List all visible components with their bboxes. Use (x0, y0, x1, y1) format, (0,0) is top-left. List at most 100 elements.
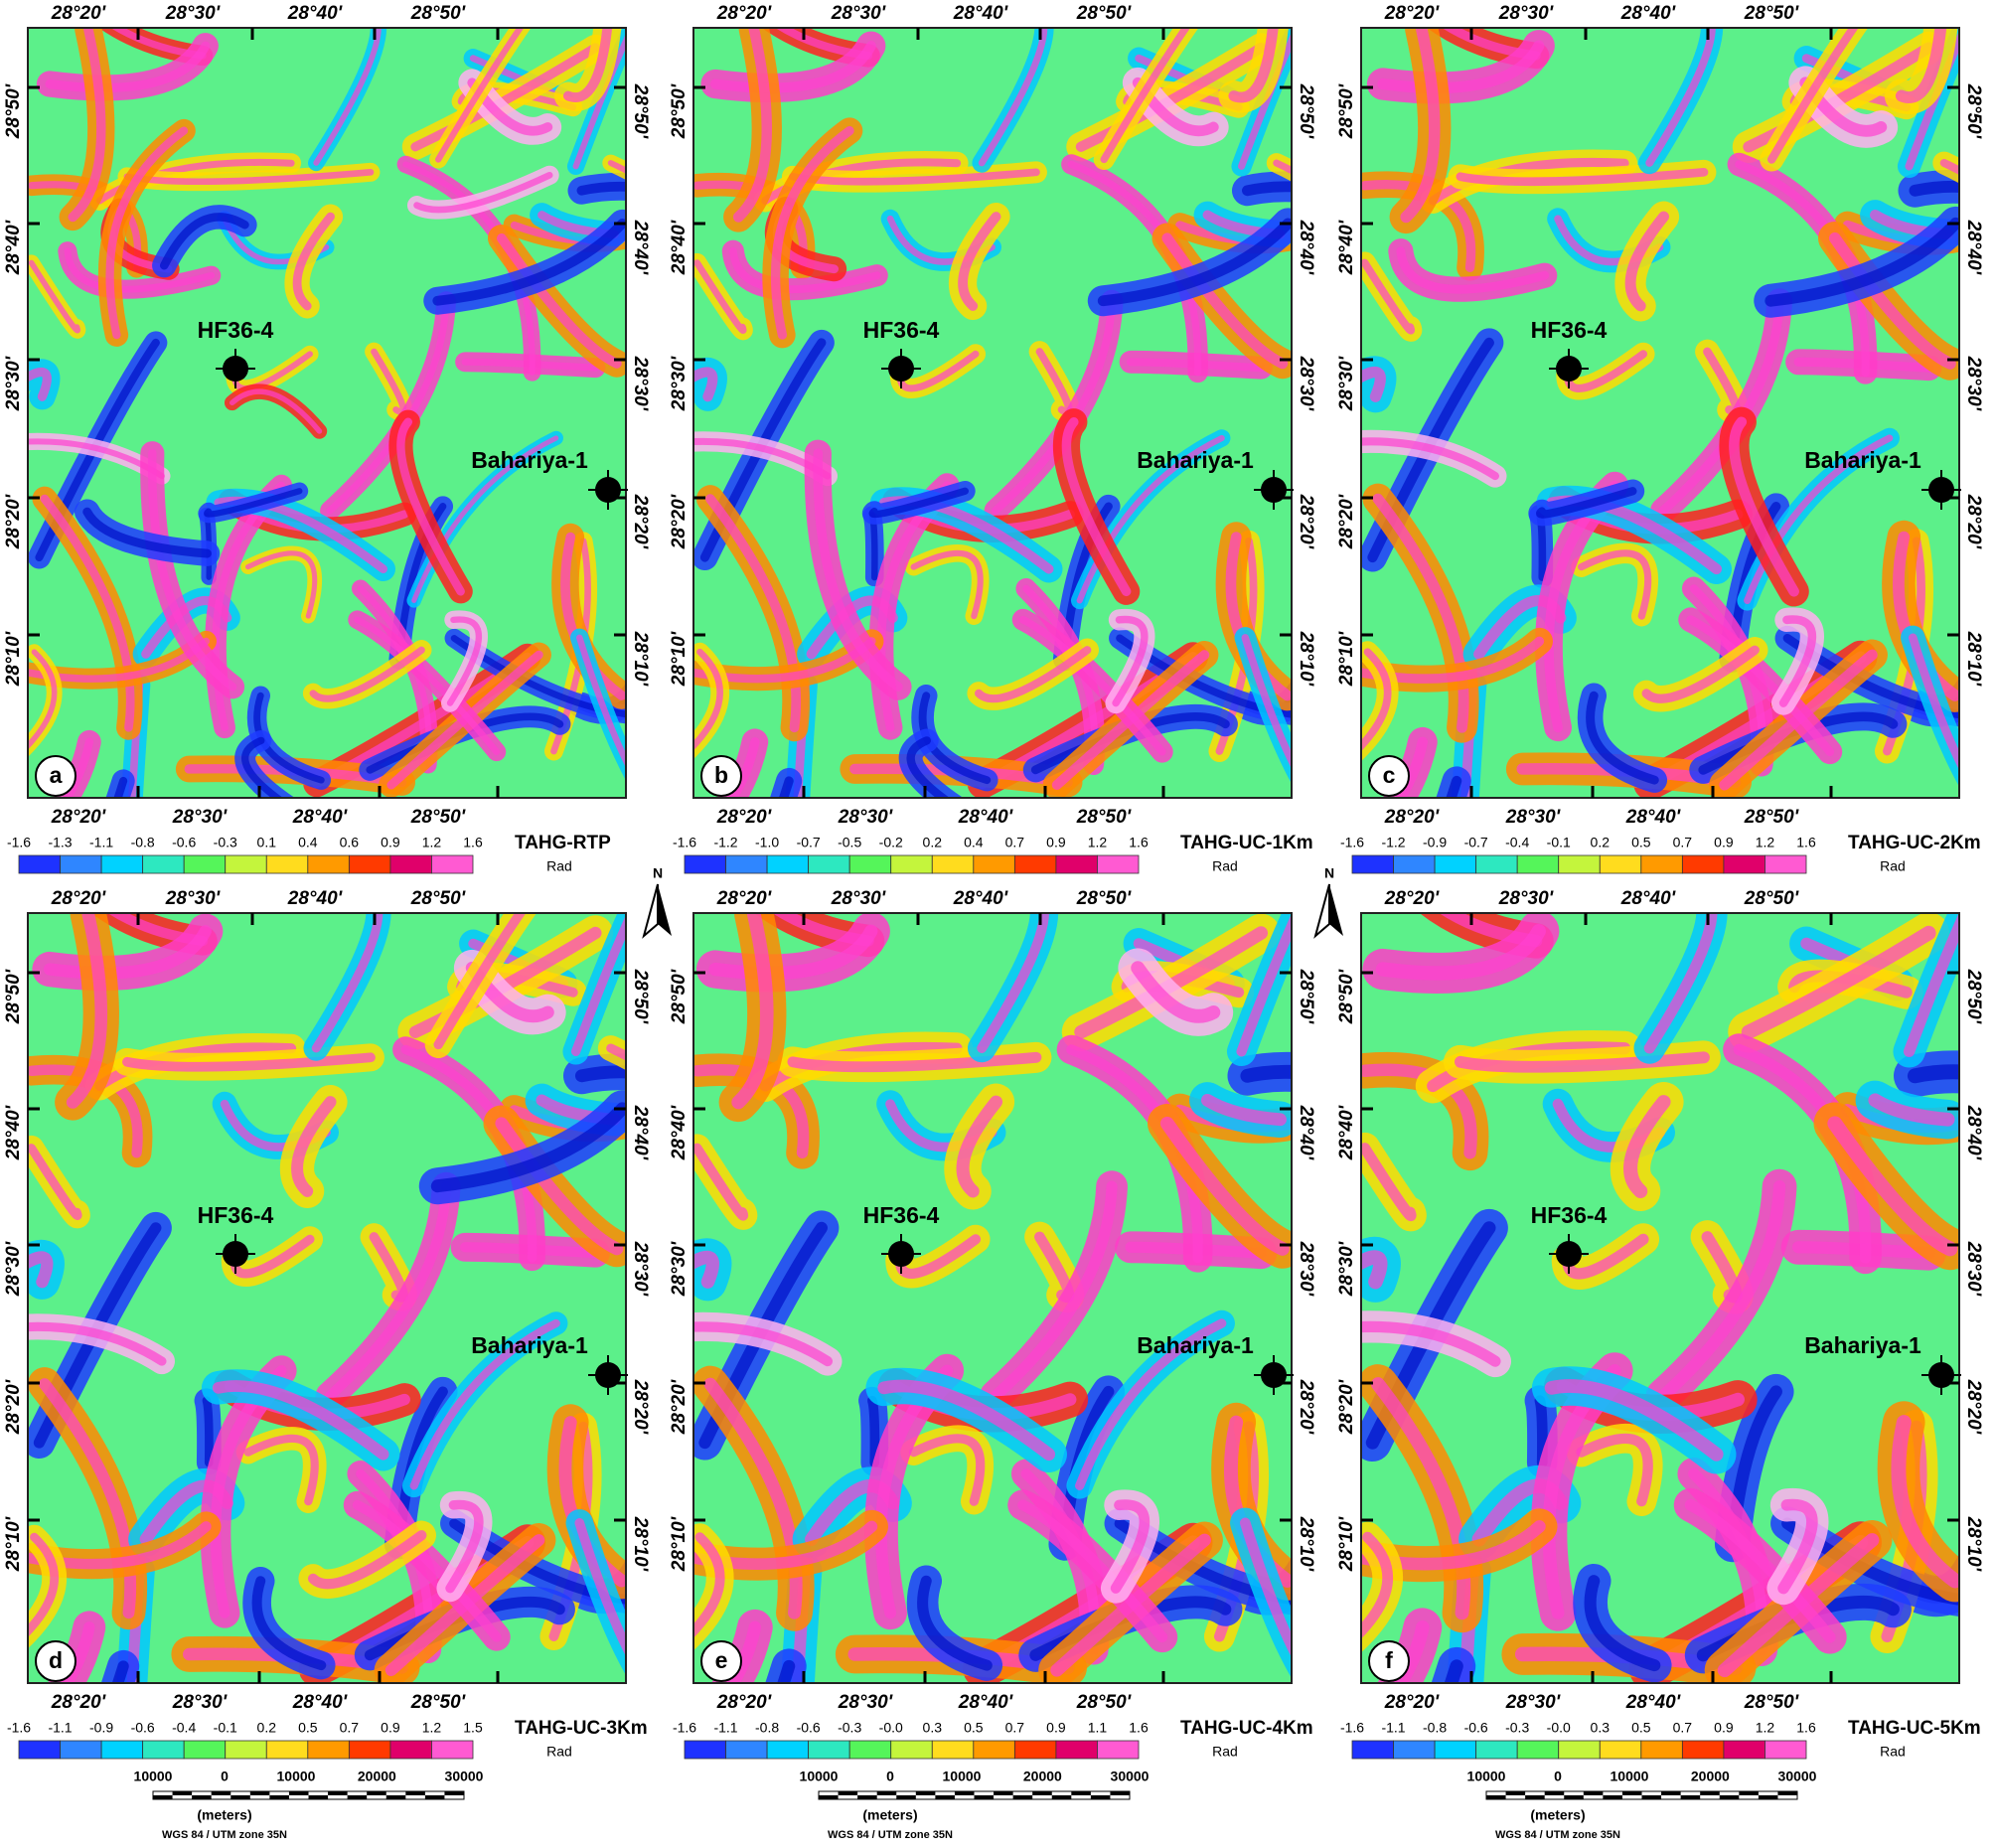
anomaly-core (1110, 1499, 1151, 1594)
lat-label: 28°30' (669, 1240, 690, 1297)
lat-label: 28°50' (1336, 82, 1357, 139)
panel-letter-badge (1368, 755, 1410, 797)
lon-label: 28°20' (1384, 1692, 1441, 1713)
anomaly-core (1909, 180, 1959, 197)
lon-label: 28°20' (716, 807, 773, 828)
colorbar-swatch (766, 854, 810, 874)
lon-label: 28°20' (51, 3, 107, 24)
map-texture (693, 913, 1292, 1683)
anomaly-core (28, 637, 211, 683)
anomaly-core (311, 913, 384, 1053)
scale-segment (367, 1791, 386, 1795)
panel-title: TAHG-UC-4Km (1180, 1718, 1313, 1739)
anomaly-core (212, 1380, 389, 1461)
lon-label: 28°50' (1076, 3, 1133, 24)
colorbar-swatch (1055, 1740, 1098, 1760)
anomaly-core (1828, 231, 1956, 370)
lon-label: 28°20' (1384, 888, 1441, 909)
well-symbol (595, 1362, 621, 1388)
colorbar-label: -0.2 (879, 835, 903, 850)
colorbar-swatch (973, 854, 1015, 874)
anomaly-core (371, 348, 407, 415)
colorbar-label: -0.6 (131, 1720, 155, 1736)
anomaly-core (1377, 40, 1545, 94)
colorbar-swatch (225, 854, 267, 874)
colorbar-label: 1.6 (1796, 835, 1816, 850)
anomaly-core (1242, 181, 1292, 197)
scale-label: 0 (1554, 1769, 1562, 1784)
scale-segment (1758, 1795, 1778, 1799)
anomaly-core (1544, 1379, 1724, 1462)
colorbar-swatch (1013, 1740, 1057, 1760)
anomaly-core (1777, 1498, 1818, 1595)
lon-label: 28°30' (831, 3, 887, 24)
anomaly-core (910, 549, 984, 620)
anomaly-core (1717, 1533, 1880, 1678)
north-arrow (1313, 883, 1330, 939)
scale-outline (1485, 1790, 1798, 1800)
anomaly-core (496, 232, 622, 369)
north-label: N (653, 865, 663, 881)
anomaly-core (1225, 532, 1292, 701)
anomaly-core (1645, 28, 1716, 167)
anomaly-core (917, 1575, 993, 1671)
anomaly-core (28, 259, 80, 334)
lon-label: 28°30' (838, 807, 894, 828)
colorbar-label: 0.5 (298, 1720, 318, 1736)
colorbar-swatch (1055, 854, 1098, 874)
scale-segment (1110, 1791, 1130, 1795)
anomaly-core (1361, 366, 1386, 402)
colorbar-swatch (848, 854, 892, 874)
anomaly-core (1656, 1180, 1786, 1403)
lat-label: 28°20' (3, 1378, 24, 1435)
panel: 28°20' 28°20' 28°30' 28°30' 28°40' 28°40' 28°5… (669, 3, 1316, 874)
anomaly-core (908, 1434, 986, 1506)
anomaly-core (731, 913, 774, 1110)
panel-letter: b (714, 762, 728, 788)
colorbar-swatch (1765, 1740, 1807, 1760)
lon-label: 28°40' (1620, 888, 1677, 909)
lat-label: 28°20' (1336, 1378, 1357, 1435)
colorbar-swatch (890, 1740, 933, 1760)
anomaly-core (1030, 711, 1230, 775)
anomaly-core (122, 1052, 376, 1072)
anomaly-core (45, 41, 211, 93)
lon-label: 28°40' (953, 3, 1009, 24)
lat-label: 28°10' (3, 630, 24, 687)
anomaly-core (1375, 923, 1546, 981)
lon-label: 28°30' (1498, 888, 1555, 909)
scale-label: 0 (886, 1769, 894, 1784)
lat-label: 28°50' (630, 83, 651, 140)
colorbar-label: -1.0 (755, 835, 779, 850)
anomaly-core (1729, 416, 1799, 597)
colorbar-label: 0.2 (923, 835, 943, 850)
anomaly-core (562, 28, 613, 102)
lat-label: 28°10' (1336, 630, 1357, 687)
colorbar-swatch (265, 854, 309, 874)
map-frame (692, 912, 1293, 1684)
colorbar-swatch (725, 854, 768, 874)
scale-label: 10000 (1467, 1769, 1506, 1784)
colorbar-label: 0.2 (257, 1720, 277, 1736)
colorbar-label: -0.8 (1423, 1720, 1447, 1736)
colorbar-label: 1.6 (463, 835, 483, 850)
anomaly-core (433, 913, 527, 1050)
colorbar-swatch (973, 1740, 1015, 1760)
lat-label: 28°40' (1296, 220, 1316, 276)
well-symbol (1556, 356, 1582, 382)
anomaly-core (1076, 434, 1225, 604)
scale-segment (1090, 1795, 1111, 1799)
lon-label: 28°40' (958, 1692, 1014, 1713)
lat-label: 28°30' (630, 356, 651, 412)
anomaly-core (38, 1378, 137, 1619)
anomaly-core (1061, 416, 1132, 597)
scale-segment (1544, 1791, 1565, 1795)
well-label: Bahariya-1 (1137, 1332, 1254, 1358)
colorbar-swatch (1393, 1740, 1436, 1760)
scale-segment (172, 1791, 193, 1795)
scale-segment (211, 1791, 231, 1795)
map-frame (1360, 27, 1960, 799)
colorbar-swatch (1558, 854, 1601, 874)
scale-label: 30000 (445, 1769, 484, 1784)
scale-segment (1486, 1795, 1506, 1799)
